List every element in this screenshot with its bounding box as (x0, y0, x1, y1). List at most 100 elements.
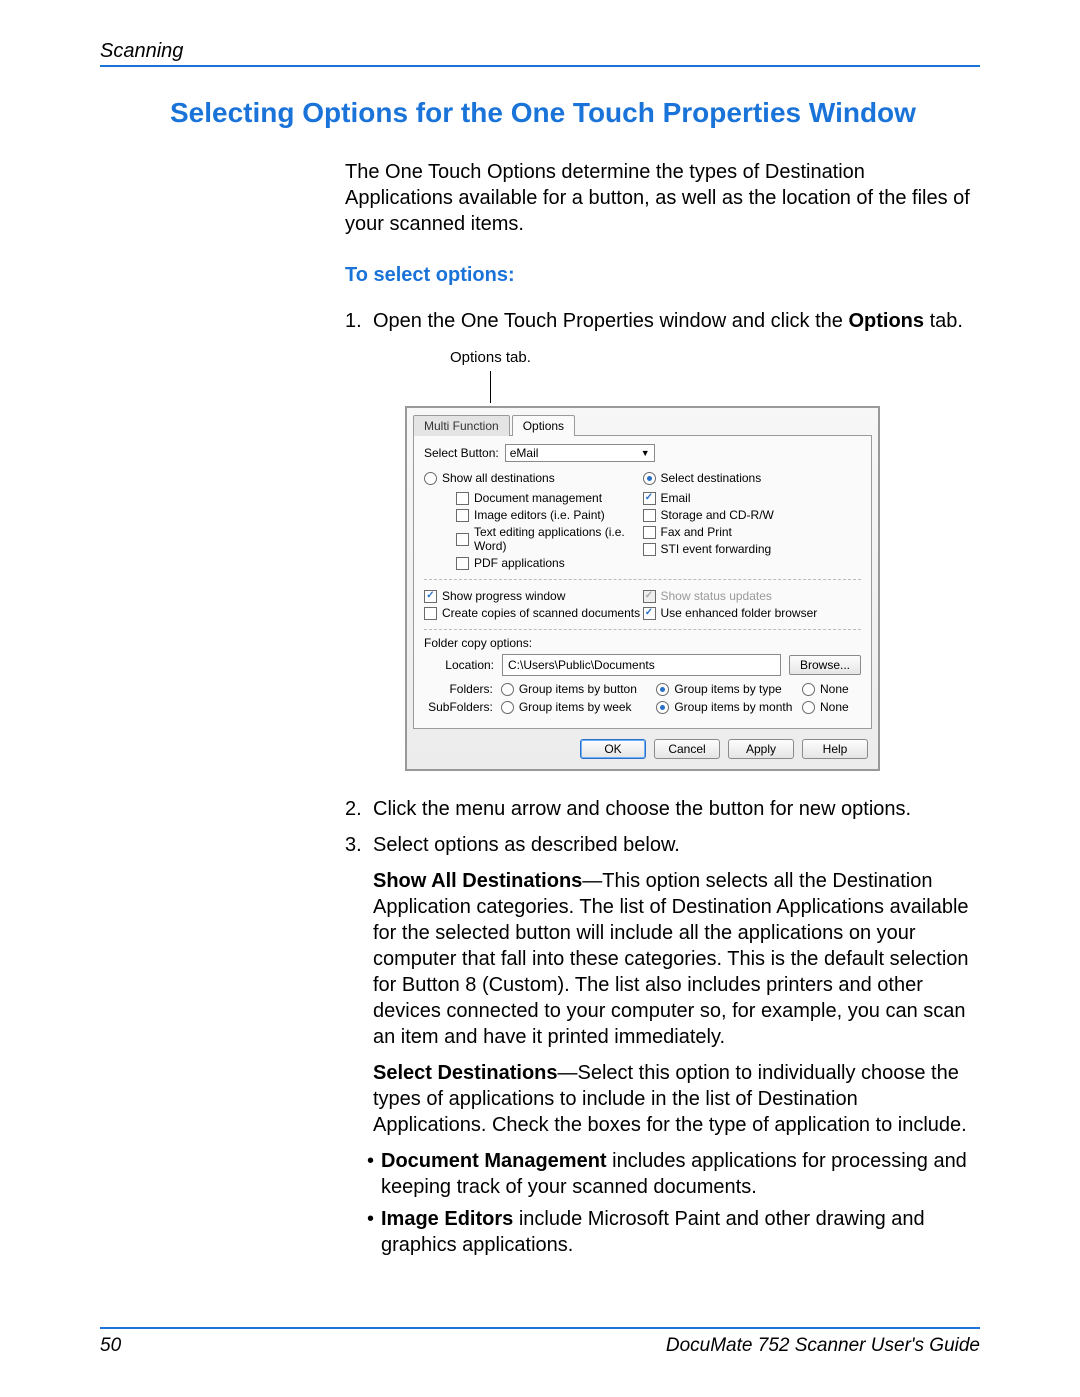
select-button-row: Select Button: eMail ▼ (424, 444, 861, 462)
bullet-text: Image Editors include Microsoft Paint an… (381, 1206, 970, 1258)
select-button-label: Select Button: (424, 446, 499, 460)
apply-button[interactable]: Apply (728, 739, 794, 759)
mode-row: Show all destinations Select destination… (424, 468, 861, 488)
radio-icon (643, 472, 656, 485)
chk-storage[interactable]: Storage and CD-R/W (643, 508, 862, 522)
chk-enhanced-browser[interactable]: Use enhanced folder browser (643, 606, 862, 620)
radio-none-folders[interactable]: None (802, 682, 861, 696)
chk-text-editing[interactable]: Text editing applications (i.e. Word) (456, 525, 643, 553)
chevron-down-icon: ▼ (641, 448, 650, 458)
browse-button[interactable]: Browse... (789, 655, 861, 675)
options-dialog: Multi Function Options Select Button: eM… (405, 406, 880, 771)
subfolders-label: SubFolders: (424, 700, 493, 714)
step-text: Click the menu arrow and choose the butt… (373, 796, 970, 822)
bullet-image-editors: • Image Editors include Microsoft Paint … (367, 1206, 970, 1258)
checkbox-icon (424, 607, 437, 620)
chk-email[interactable]: Email (643, 491, 862, 505)
radio-group-by-button[interactable]: Group items by button (501, 682, 649, 696)
checkbox-icon (456, 557, 469, 570)
separator (424, 629, 861, 630)
select-button-dropdown[interactable]: eMail ▼ (505, 444, 655, 462)
guide-title: DocuMate 752 Scanner User's Guide (666, 1335, 980, 1357)
radio-select-dest[interactable]: Select destinations (643, 471, 862, 485)
callout-line (490, 371, 491, 403)
footer-row: 50 DocuMate 752 Scanner User's Guide (100, 1335, 980, 1357)
spacer (494, 739, 572, 759)
hr-top (100, 65, 980, 67)
radio-icon (424, 472, 437, 485)
checkbox-icon (456, 509, 469, 522)
footer: 50 DocuMate 752 Scanner User's Guide (100, 1327, 980, 1357)
ok-button[interactable]: OK (580, 739, 646, 759)
step-text: Open the One Touch Properties window and… (373, 308, 970, 334)
cancel-button[interactable]: Cancel (654, 739, 720, 759)
sub-heading: To select options: (345, 262, 970, 288)
radio-group-by-week[interactable]: Group items by week (501, 700, 649, 714)
radio-icon (501, 701, 514, 714)
separator (424, 579, 861, 580)
step-num: 3. (345, 832, 373, 858)
step-2: 2. Click the menu arrow and choose the b… (345, 796, 970, 822)
step-num: 1. (345, 308, 373, 334)
subfolders-row: SubFolders: Group items by week Group it… (424, 700, 861, 714)
tab-panel: Select Button: eMail ▼ Show all destinat… (413, 435, 872, 729)
callout: Options tab. (450, 349, 980, 366)
intro-text: The One Touch Options determine the type… (345, 159, 970, 237)
callout-label: Options tab. (450, 349, 531, 366)
step-text: Select options as described below. (373, 832, 970, 858)
step-1: 1. Open the One Touch Properties window … (345, 308, 970, 334)
help-button[interactable]: Help (802, 739, 868, 759)
section-header: Scanning (100, 40, 980, 63)
radio-show-all[interactable]: Show all destinations (424, 471, 643, 485)
page-number: 50 (100, 1335, 121, 1357)
checkbox-icon (643, 590, 656, 603)
para-show-all: Show All Destinations—This option select… (373, 868, 970, 1050)
step-num: 2. (345, 796, 373, 822)
body-continued: 2. Click the menu arrow and choose the b… (345, 796, 970, 1258)
page-title: Selecting Options for the One Touch Prop… (170, 97, 980, 129)
checkbox-icon (643, 543, 656, 556)
para-select-dest: Select Destinations—Select this option t… (373, 1060, 970, 1138)
checkbox-icon (643, 607, 656, 620)
folders-row: Folders: Group items by button Group ite… (424, 682, 861, 696)
chk-doc-mgmt[interactable]: Document management (456, 491, 643, 505)
radio-none-subfolders[interactable]: None (802, 700, 861, 714)
bullet-icon: • (367, 1206, 381, 1258)
location-label: Location: (424, 658, 494, 672)
folders-label: Folders: (424, 682, 493, 696)
radio-icon (501, 683, 514, 696)
radio-icon (656, 701, 669, 714)
radio-icon (656, 683, 669, 696)
checkbox-icon (456, 492, 469, 505)
chk-pdf-apps[interactable]: PDF applications (456, 556, 643, 570)
select-value: eMail (510, 446, 539, 460)
checkbox-icon (643, 492, 656, 505)
chk-image-editors[interactable]: Image editors (i.e. Paint) (456, 508, 643, 522)
chk-sti[interactable]: STI event forwarding (643, 542, 862, 556)
body: The One Touch Options determine the type… (345, 159, 970, 334)
checkbox-icon (424, 590, 437, 603)
page: Scanning Selecting Options for the One T… (0, 0, 1080, 1397)
bullet-doc-mgmt: • Document Management includes applicati… (367, 1148, 970, 1200)
checkbox-icon (643, 526, 656, 539)
tab-options[interactable]: Options (512, 415, 575, 436)
folder-copy-label: Folder copy options: (424, 636, 861, 650)
checkbox-icon (643, 509, 656, 522)
radio-group-by-type[interactable]: Group items by type (656, 682, 794, 696)
chk-status-updates: Show status updates (643, 589, 862, 603)
dialog-buttons: OK Cancel Apply Help (407, 729, 878, 769)
tab-multi-function[interactable]: Multi Function (413, 415, 510, 436)
radio-icon (802, 683, 815, 696)
bullet-icon: • (367, 1148, 381, 1200)
bullet-text: Document Management includes application… (381, 1148, 970, 1200)
location-row: Location: C:\Users\Public\Documents Brow… (424, 654, 861, 676)
hr-bottom (100, 1327, 980, 1329)
chk-create-copies[interactable]: Create copies of scanned documents (424, 606, 643, 620)
chk-fax-print[interactable]: Fax and Print (643, 525, 862, 539)
radio-group-by-month[interactable]: Group items by month (656, 700, 794, 714)
destinations: Document management Image editors (i.e. … (424, 488, 861, 573)
misc-options: Show progress window Create copies of sc… (424, 586, 861, 623)
radio-icon (802, 701, 815, 714)
chk-progress[interactable]: Show progress window (424, 589, 643, 603)
location-input[interactable]: C:\Users\Public\Documents (502, 654, 781, 676)
